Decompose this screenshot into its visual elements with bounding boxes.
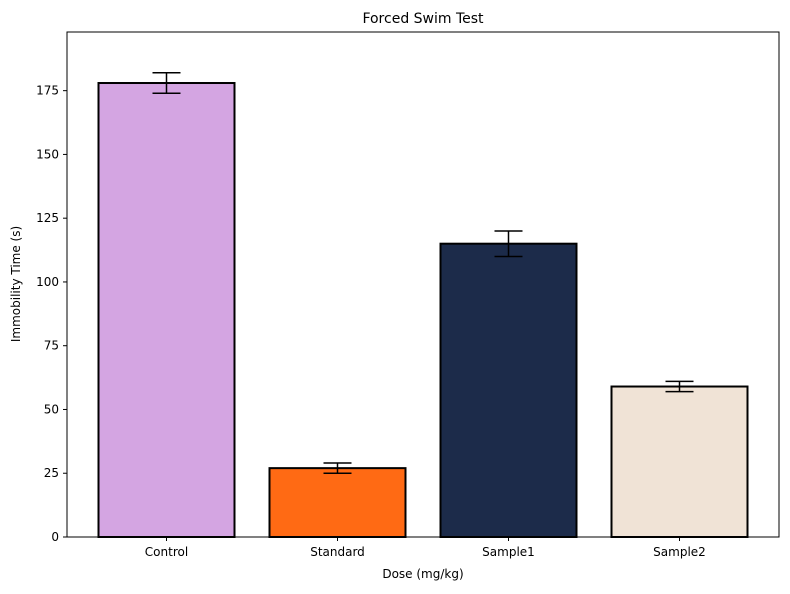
- error-bars-layer: [152, 72, 694, 474]
- y-axis-label: Immobility Time (s): [9, 226, 23, 342]
- chart-title: Forced Swim Test: [362, 11, 484, 27]
- bar-sample2: [610, 385, 749, 538]
- y-axis-ticks: 0 25 50 75 100 125 150 175: [36, 84, 67, 544]
- y-tick-label: 75: [44, 339, 59, 353]
- x-axis-ticks: Control Standard Sample1 Sample2: [145, 537, 706, 559]
- bar-sample1: [439, 242, 578, 538]
- y-tick-label: 0: [51, 530, 59, 544]
- bar-control: [97, 82, 236, 538]
- y-tick-label: 175: [36, 84, 59, 98]
- y-tick-label: 100: [36, 275, 59, 289]
- x-axis-label: Dose (mg/kg): [382, 567, 463, 581]
- x-tick-label: Sample1: [482, 545, 535, 559]
- x-tick-label: Sample2: [653, 545, 706, 559]
- plot-frame: [66, 31, 780, 538]
- y-tick-label: 25: [44, 466, 59, 480]
- bar-standard: [268, 467, 407, 538]
- y-tick-label: 150: [36, 147, 59, 161]
- y-tick-label: 50: [44, 402, 59, 416]
- bars-layer: [97, 82, 749, 538]
- x-tick-label: Control: [145, 545, 188, 559]
- y-tick-label: 125: [36, 211, 59, 225]
- x-tick-label: Standard: [310, 545, 365, 559]
